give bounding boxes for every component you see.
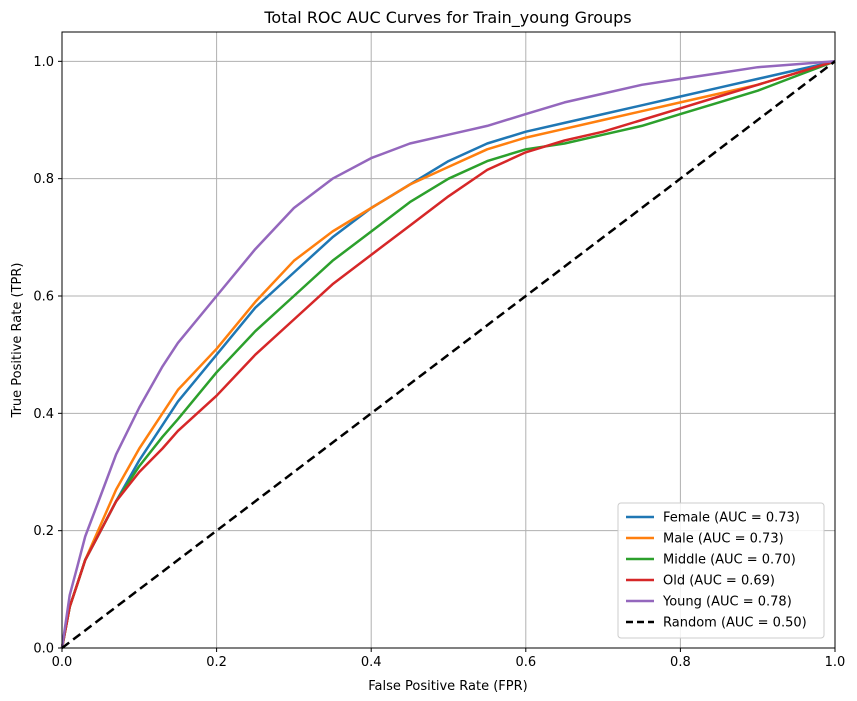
legend-label: Young (AUC = 0.78) bbox=[662, 595, 792, 610]
x-tick-label: 0.0 bbox=[52, 655, 73, 670]
x-tick-label: 0.8 bbox=[670, 655, 691, 670]
y-tick-label: 0.0 bbox=[33, 642, 54, 657]
plot-frame bbox=[61, 31, 836, 649]
y-tick-label: 1.0 bbox=[33, 55, 54, 70]
x-axis-label: False Positive Rate (FPR) bbox=[368, 679, 527, 694]
y-axis-label: True Positive Rate (TPR) bbox=[10, 263, 25, 419]
y-tick-label: 0.4 bbox=[33, 407, 54, 422]
legend-label: Random (AUC = 0.50) bbox=[663, 616, 807, 631]
y-tick-label: 0.2 bbox=[33, 524, 54, 539]
x-tick-label: 0.6 bbox=[515, 655, 536, 670]
series-line-old bbox=[60, 60, 836, 649]
legend-label: Male (AUC = 0.73) bbox=[663, 532, 784, 547]
series-lines bbox=[60, 60, 836, 649]
axis-ticks: 0.0 0.2 0.4 0.6 0.8 1.0 0.0 0.2 0.4 0.6 0.8 1.0 bbox=[33, 55, 845, 670]
x-tick-label: 0.4 bbox=[361, 655, 382, 670]
legend-label: Old (AUC = 0.69) bbox=[663, 574, 775, 589]
series-line-young bbox=[60, 60, 836, 649]
series-line-male bbox=[60, 60, 836, 649]
legend: Female (AUC = 0.73) Male (AUC = 0.73) Midd… bbox=[617, 502, 825, 639]
x-tick-label: 1.0 bbox=[825, 655, 846, 670]
chart-title: Total ROC AUC Curves for Train_young Gro… bbox=[263, 8, 631, 28]
y-tick-label: 0.6 bbox=[33, 290, 54, 305]
y-tick-label: 0.8 bbox=[33, 172, 54, 187]
legend-label: Middle (AUC = 0.70) bbox=[663, 553, 796, 568]
legend-label: Female (AUC = 0.73) bbox=[663, 511, 800, 526]
series-line-random bbox=[61, 60, 836, 649]
legend-box bbox=[617, 502, 825, 639]
x-tick-label: 0.2 bbox=[206, 655, 227, 670]
